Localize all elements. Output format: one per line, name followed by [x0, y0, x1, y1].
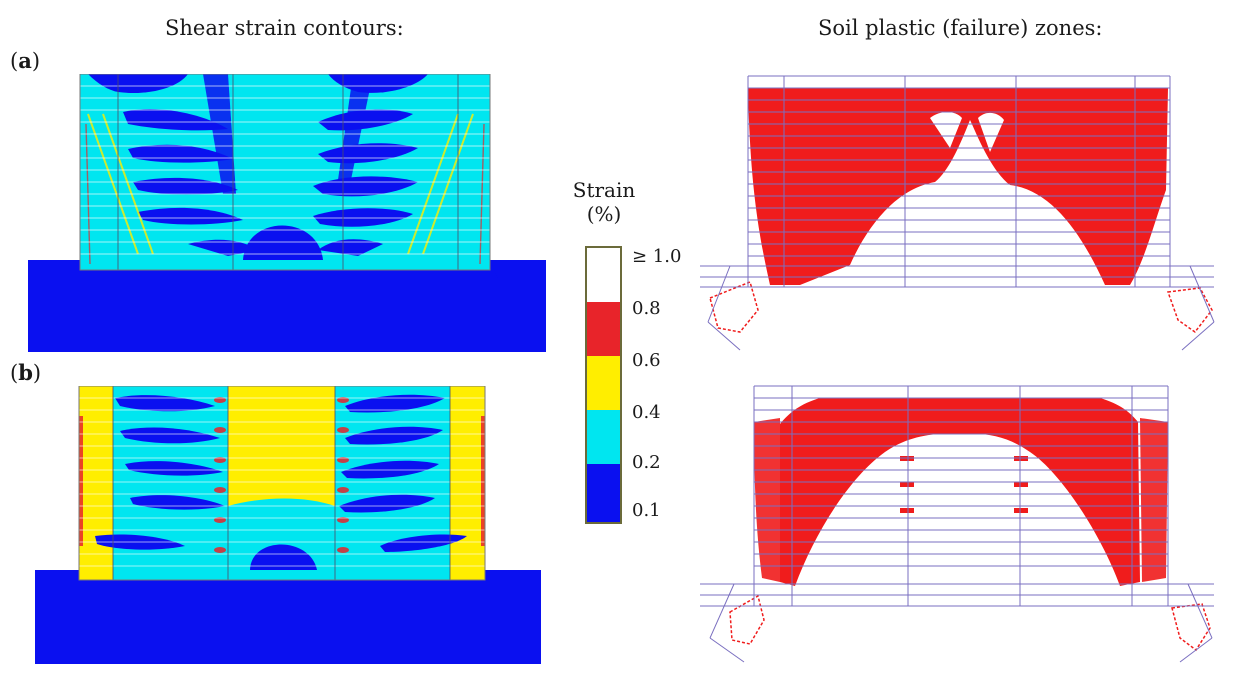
strain-color-bar [585, 246, 622, 524]
legend-title: Strain (%) [559, 178, 649, 226]
legend-tick-1: ≥ 1.0 [632, 246, 682, 267]
legend-swatch-blue [587, 464, 620, 522]
shear-strain-heading: Shear strain contours: [165, 16, 404, 40]
panel-label-a: (a) [10, 48, 41, 73]
legend-swatch-yellow [587, 356, 620, 410]
shear-strain-plot-b [35, 386, 541, 664]
legend-tick-3: 0.6 [632, 350, 661, 371]
legend-title-line2: (%) [586, 202, 622, 226]
legend-swatch-red [587, 302, 620, 356]
legend-swatch-cyan [587, 410, 620, 464]
plastic-zones-plot-a [700, 75, 1215, 351]
legend-swatch-white [587, 248, 620, 302]
legend-tick-5: 0.2 [632, 452, 661, 473]
legend-tick-6: 0.1 [632, 500, 661, 521]
shear-strain-plot-a [28, 74, 546, 352]
legend-title-line1: Strain [572, 178, 636, 202]
legend-tick-4: 0.4 [632, 402, 661, 423]
legend-tick-2: 0.8 [632, 298, 661, 319]
plastic-zones-plot-b [700, 385, 1214, 663]
plastic-zones-heading: Soil plastic (failure) zones: [818, 16, 1103, 40]
panel-label-b: (b) [10, 360, 42, 385]
